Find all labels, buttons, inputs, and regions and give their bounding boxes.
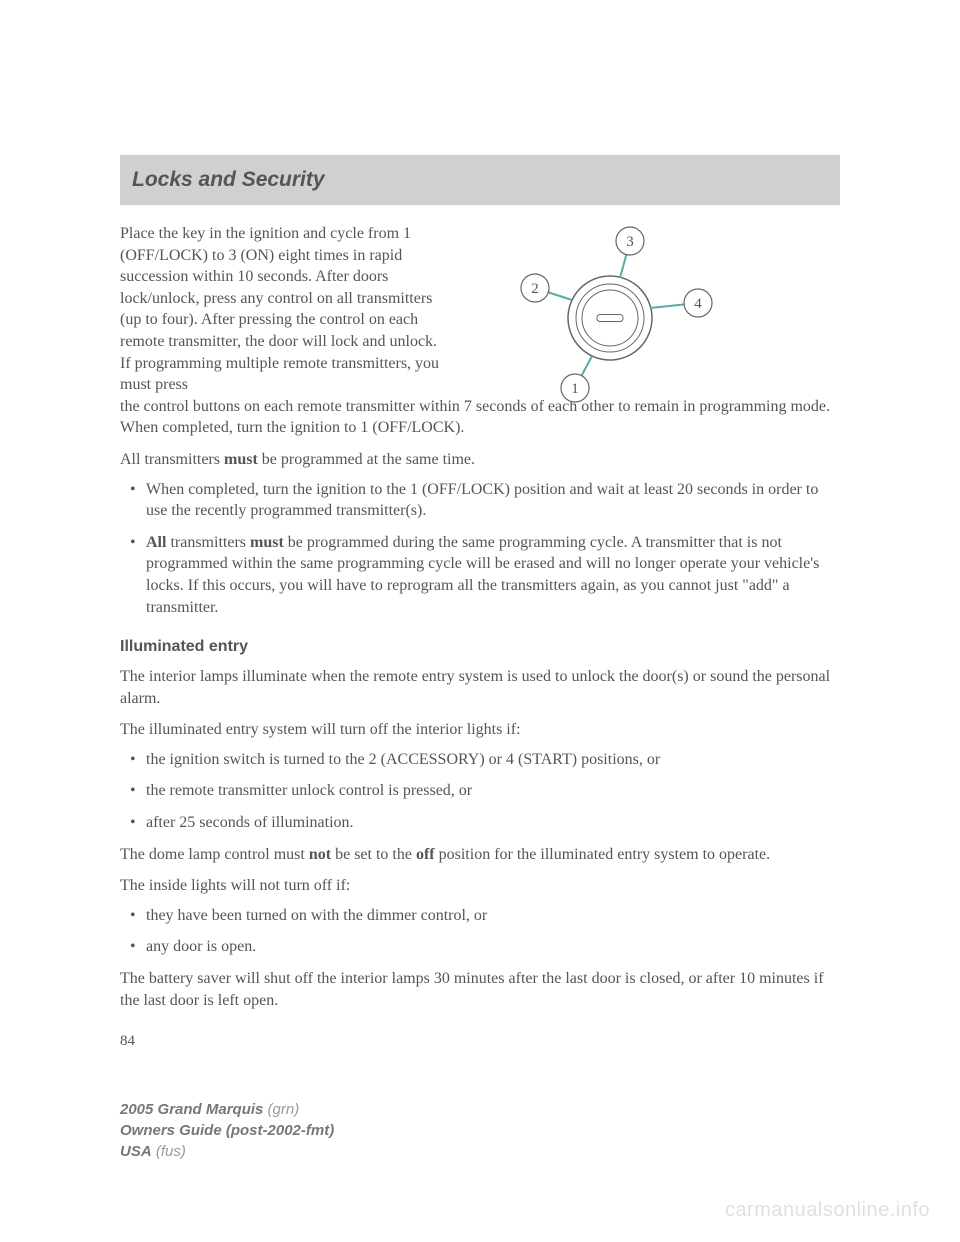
svg-text:1: 1 <box>571 381 579 397</box>
list-item: they have been turned on with the dimmer… <box>120 905 840 927</box>
list-item: after 25 seconds of illumination. <box>120 812 840 834</box>
illum-p3: The dome lamp control must not be set to… <box>120 844 840 866</box>
page-number: 84 <box>120 1033 840 1050</box>
content: Place the key in the ignition and cycle … <box>120 223 840 1050</box>
list-item: the remote transmitter unlock control is… <box>120 780 840 802</box>
svg-text:3: 3 <box>626 234 634 250</box>
footer-guide: Owners Guide (post-2002-fmt) <box>120 1122 334 1139</box>
list-item: any door is open. <box>120 936 840 958</box>
bullet-list-3: they have been turned on with the dimmer… <box>120 905 840 958</box>
illuminated-entry-title: Illuminated entry <box>120 638 840 656</box>
footer: 2005 Grand Marquis (grn) Owners Guide (p… <box>120 1099 334 1162</box>
bullet-list-2: the ignition switch is turned to the 2 (… <box>120 749 840 834</box>
illum-p4: The inside lights will not turn off if: <box>120 875 840 897</box>
footer-model: 2005 Grand Marquis <box>120 1101 263 1118</box>
para-all-must: All transmitters must be programmed at t… <box>120 449 840 471</box>
footer-model-code: (grn) <box>263 1101 299 1118</box>
section-title: Locks and Security <box>132 168 325 192</box>
list-item: When completed, turn the ignition to the… <box>120 479 840 522</box>
footer-region: USA <box>120 1143 152 1160</box>
intro-narrow: Place the key in the ignition and cycle … <box>120 223 440 396</box>
bullet-list-1: When completed, turn the ignition to the… <box>120 479 840 619</box>
illum-p1: The interior lamps illuminate when the r… <box>120 666 840 709</box>
ignition-diagram: 1 2 3 4 <box>480 223 740 403</box>
illum-p2: The illuminated entry system will turn o… <box>120 719 840 741</box>
svg-text:2: 2 <box>531 281 539 297</box>
list-item: the ignition switch is turned to the 2 (… <box>120 749 840 771</box>
watermark: carmanualsonline.info <box>725 1199 930 1222</box>
list-item: All transmitters must be programmed duri… <box>120 532 840 618</box>
illum-p5: The battery saver will shut off the inte… <box>120 968 840 1011</box>
section-header: Locks and Security <box>120 155 840 205</box>
footer-region-code: (fus) <box>152 1143 186 1160</box>
svg-text:4: 4 <box>694 296 702 312</box>
